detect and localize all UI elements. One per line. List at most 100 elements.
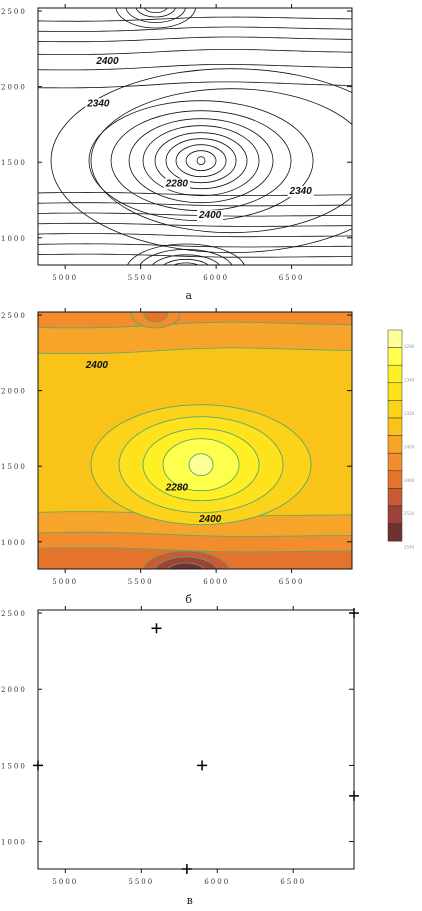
x-tick-label: 6500: [279, 578, 305, 586]
contour-line-bottom: [38, 222, 352, 227]
legend-label: 2520: [404, 511, 415, 516]
x-tick-label: 5500: [128, 578, 154, 586]
y-tick-label: 2000: [1, 686, 27, 694]
data-point: [181, 864, 192, 874]
contour-line-top: [38, 49, 352, 56]
contour-eye-ring: [185, 150, 217, 172]
y-tick-label: 1000: [1, 235, 27, 243]
contour-line-bottom: [38, 233, 352, 238]
contour-label: 2400: [95, 56, 119, 67]
y-tick-label: 2500: [1, 312, 27, 320]
contour-label: 2280: [165, 178, 189, 189]
contour-eye-ring: [142, 125, 260, 197]
contour-lines: [38, 8, 352, 276]
x-tick-label: 5500: [128, 274, 154, 282]
x-tick-label: 6000: [203, 578, 229, 586]
legend-swatch: [387, 488, 403, 507]
y-tick-label: 1000: [1, 839, 27, 847]
data-point: [151, 623, 162, 634]
x-tick-label: 5000: [52, 878, 78, 886]
contour-dome-top: [143, 8, 168, 13]
contour-label: 2340: [86, 98, 110, 109]
y-tick-label: 2500: [1, 610, 27, 618]
x-tick-label: 6000: [204, 878, 230, 886]
contour-dome-bottom: [176, 267, 196, 276]
legend-swatch: [387, 417, 403, 436]
contour-line-top: [38, 26, 352, 32]
legend-label: 2540: [404, 545, 415, 550]
y-tick-label: 1500: [1, 762, 27, 770]
y-tick-label: 1500: [1, 159, 27, 167]
contour-dome-bottom: [172, 262, 200, 265]
contour-dome-bottom: [151, 254, 220, 265]
contour-line-bottom: [38, 243, 352, 248]
fill-eye-ring: [188, 453, 214, 477]
plot-frame: [37, 609, 355, 870]
y-tick-label: 1000: [1, 539, 27, 547]
legend-swatch: [387, 347, 403, 366]
legend-swatch: [387, 523, 403, 542]
contour-eye-ring: [128, 118, 274, 204]
x-tick-label: 6500: [279, 274, 305, 282]
y-tick-label: 1500: [1, 463, 27, 471]
legend-swatch: [387, 470, 403, 489]
legend-label: 2460: [404, 478, 415, 483]
x-tick-label: 5000: [52, 274, 78, 282]
contour-label-backing: [287, 185, 314, 197]
contour-dome-top: [135, 8, 176, 18]
contour-eye-ring: [196, 156, 206, 166]
legend-swatch: [387, 364, 403, 384]
legend-swatch: [387, 435, 403, 454]
x-tick-label: 5500: [128, 878, 154, 886]
panel-a-contour-map: 2400 2340 2280 2340 2400 5000 5500 6000 6500 1000…: [1, 4, 353, 302]
contour-dome-bottom: [162, 258, 209, 265]
contour-line-top: [38, 16, 352, 22]
x-tick-label: 5000: [52, 578, 78, 586]
data-point: [349, 608, 359, 619]
x-tick-label: 6500: [280, 878, 306, 886]
fill-dome-bottom: [167, 562, 205, 569]
contour-label-backing: [163, 178, 190, 190]
panel-letter: в: [187, 894, 193, 907]
contour-dome-bottom: [139, 249, 233, 265]
legend-swatch: [387, 452, 403, 472]
contour-label-backing: [85, 98, 112, 110]
fill-dome-top: [143, 312, 169, 323]
contour-eye-ring: [175, 144, 227, 178]
contour-label-backing: [197, 210, 224, 222]
data-point: [33, 760, 43, 771]
plot-frame: [37, 7, 353, 266]
contour-dome-bottom: [127, 243, 245, 265]
contour-eye-ring: [90, 88, 352, 234]
contour-label: 2280: [165, 482, 189, 493]
contour-line-top: [38, 36, 352, 43]
y-tick-label: 2000: [1, 84, 27, 92]
plot-frame: [37, 311, 353, 570]
panel-c-point-map: 5000 5500 6000 6500 1000 1500 2000 2500 в: [1, 606, 359, 907]
legend-label: 2340: [404, 377, 415, 382]
contour-eye-ring: [165, 138, 237, 184]
contour-line-bottom: [38, 212, 352, 217]
panel-letter: б: [185, 593, 192, 606]
data-point: [349, 790, 359, 801]
contour-line-bottom: [38, 202, 352, 207]
legend-swatch: [387, 505, 403, 524]
contour-eye-ring: [50, 68, 352, 254]
y-tick-label: 2500: [1, 8, 27, 16]
contour-line-top: [38, 81, 352, 89]
contour-line-top: [38, 64, 352, 71]
legend-label: 2280: [404, 344, 415, 349]
contour-label: 2400: [198, 514, 222, 525]
x-tick-label: 6000: [203, 274, 229, 282]
contour-eye-ring: [154, 132, 248, 190]
legend-label: 2320: [404, 411, 415, 416]
legend-swatch: [387, 400, 403, 419]
panel-b-color-legend: 2280 2340 2320 2400 2460 2520 2540: [387, 329, 415, 550]
contour-dome-top: [115, 8, 196, 29]
legend-label: 2400: [404, 444, 415, 449]
contour-dome-top: [125, 8, 186, 23]
data-point: [197, 760, 208, 771]
legend-swatch: [387, 329, 403, 348]
panel-b-filled-contour-map: 2400 2280 2400 5000 5500 6000 6500 1000 1500 2000…: [1, 308, 353, 606]
